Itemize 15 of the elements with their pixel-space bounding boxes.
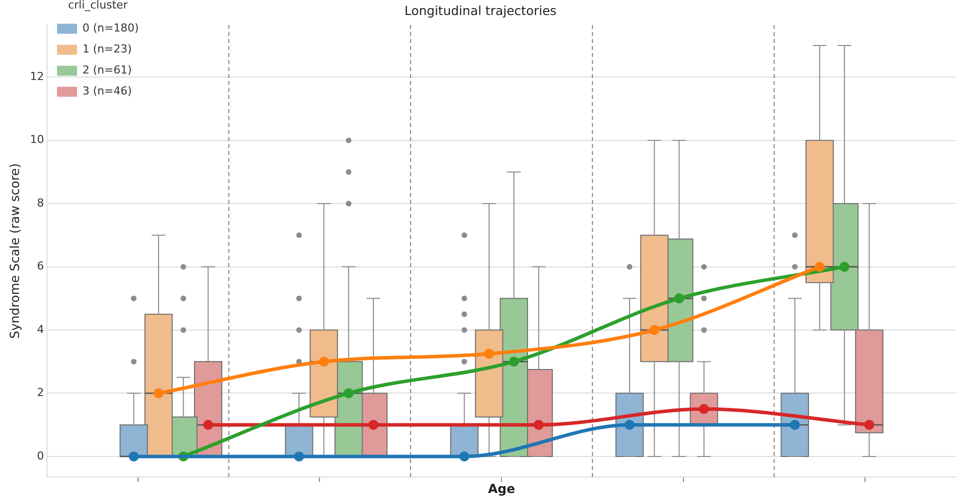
legend-label: 3 (n=46) (82, 84, 132, 98)
legend-label: 0 (n=180) (82, 22, 139, 35)
y-axis-title: Syndrome Scale (raw score) (6, 163, 22, 339)
legend-label: 2 (n=61) (82, 64, 132, 77)
y-tick-label: 12 (30, 70, 44, 84)
y-tick-label: 8 (36, 196, 44, 210)
y-tick-label: 4 (36, 322, 44, 336)
y-tick-label: 0 (36, 449, 44, 462)
x-axis-title: Age (488, 480, 516, 496)
chart-title: Longitudinal trajectories (404, 2, 557, 18)
y-tick-label: 6 (36, 260, 44, 273)
y-tick-label: 2 (36, 386, 44, 400)
legend-title: crli_cluster (68, 0, 128, 12)
legend-label: 1 (n=23) (82, 42, 132, 56)
y-tick-label: 10 (30, 133, 44, 146)
